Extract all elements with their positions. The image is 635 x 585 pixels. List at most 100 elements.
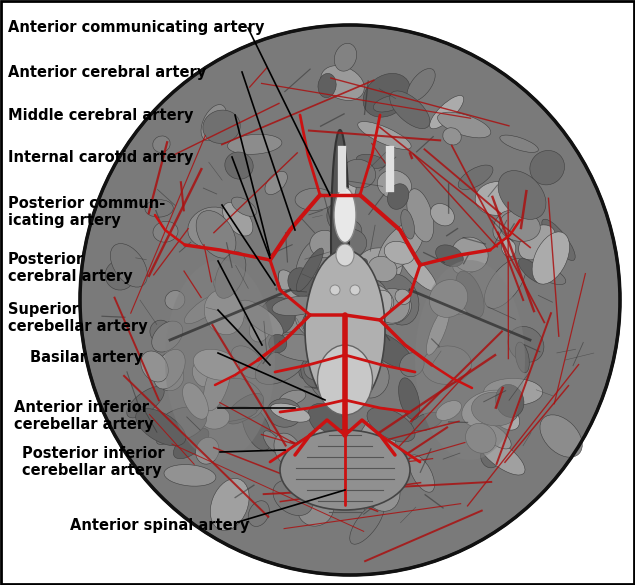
Ellipse shape <box>110 243 147 287</box>
Ellipse shape <box>201 407 230 429</box>
Ellipse shape <box>334 43 357 71</box>
Ellipse shape <box>430 95 464 129</box>
Ellipse shape <box>458 165 493 190</box>
Ellipse shape <box>346 299 377 332</box>
Ellipse shape <box>340 271 364 300</box>
Text: Posterior commun-
icating artery: Posterior commun- icating artery <box>8 196 165 228</box>
Ellipse shape <box>274 305 299 332</box>
Ellipse shape <box>411 412 443 431</box>
Ellipse shape <box>356 413 398 467</box>
Ellipse shape <box>274 433 302 467</box>
Ellipse shape <box>318 345 373 415</box>
Ellipse shape <box>377 274 419 325</box>
Ellipse shape <box>259 297 295 335</box>
Ellipse shape <box>375 288 410 323</box>
Ellipse shape <box>500 135 538 152</box>
Ellipse shape <box>203 110 240 143</box>
Ellipse shape <box>350 353 368 383</box>
Ellipse shape <box>327 204 353 234</box>
Ellipse shape <box>295 312 324 340</box>
Ellipse shape <box>273 480 312 515</box>
Ellipse shape <box>399 378 420 419</box>
Ellipse shape <box>361 492 378 511</box>
Ellipse shape <box>377 295 411 324</box>
Ellipse shape <box>399 353 424 377</box>
Ellipse shape <box>295 239 331 297</box>
Ellipse shape <box>136 408 186 446</box>
Ellipse shape <box>367 407 415 442</box>
Ellipse shape <box>337 336 359 359</box>
Ellipse shape <box>340 221 362 247</box>
Ellipse shape <box>449 294 476 314</box>
Ellipse shape <box>330 430 364 455</box>
Ellipse shape <box>502 239 516 257</box>
Ellipse shape <box>540 415 582 457</box>
Ellipse shape <box>231 346 264 378</box>
Ellipse shape <box>542 219 575 260</box>
Ellipse shape <box>217 378 264 419</box>
Ellipse shape <box>213 272 236 291</box>
Ellipse shape <box>422 346 471 384</box>
Text: Anterior cerebral artery: Anterior cerebral artery <box>8 65 206 80</box>
Text: Anterior communicating artery: Anterior communicating artery <box>8 20 264 35</box>
Ellipse shape <box>127 387 164 418</box>
Ellipse shape <box>196 438 219 464</box>
Ellipse shape <box>323 482 366 505</box>
Ellipse shape <box>156 407 207 442</box>
Ellipse shape <box>453 250 486 274</box>
Text: Anterior inferior
cerebellar artery: Anterior inferior cerebellar artery <box>14 400 154 432</box>
Ellipse shape <box>359 328 385 353</box>
Text: Posterior inferior
cerebellar artery: Posterior inferior cerebellar artery <box>22 446 164 479</box>
Ellipse shape <box>242 406 272 450</box>
Ellipse shape <box>301 357 331 389</box>
Ellipse shape <box>478 436 525 475</box>
Ellipse shape <box>269 335 287 353</box>
Ellipse shape <box>495 384 524 417</box>
Ellipse shape <box>105 260 135 290</box>
Ellipse shape <box>415 260 525 460</box>
Ellipse shape <box>451 237 488 272</box>
Ellipse shape <box>297 490 334 526</box>
Ellipse shape <box>288 268 314 297</box>
Ellipse shape <box>154 361 184 391</box>
Ellipse shape <box>342 159 376 188</box>
Ellipse shape <box>364 331 413 369</box>
Ellipse shape <box>188 207 235 247</box>
Ellipse shape <box>436 245 464 267</box>
Ellipse shape <box>314 428 342 480</box>
Ellipse shape <box>239 300 283 336</box>
Ellipse shape <box>398 250 437 291</box>
Ellipse shape <box>154 349 185 389</box>
Ellipse shape <box>304 359 325 380</box>
Ellipse shape <box>361 283 394 311</box>
Ellipse shape <box>530 150 565 185</box>
Ellipse shape <box>407 189 434 242</box>
Ellipse shape <box>223 202 253 236</box>
Ellipse shape <box>363 73 410 117</box>
Ellipse shape <box>321 66 364 101</box>
Ellipse shape <box>165 291 185 309</box>
Ellipse shape <box>350 285 360 295</box>
Ellipse shape <box>255 347 306 384</box>
Ellipse shape <box>314 334 338 359</box>
Ellipse shape <box>488 398 519 430</box>
Ellipse shape <box>297 248 323 291</box>
Ellipse shape <box>358 122 411 149</box>
Ellipse shape <box>324 299 370 346</box>
Ellipse shape <box>182 383 208 419</box>
Ellipse shape <box>377 170 411 199</box>
Text: Middle cerebral artery: Middle cerebral artery <box>8 108 194 123</box>
Ellipse shape <box>498 171 546 219</box>
Ellipse shape <box>362 466 400 511</box>
Ellipse shape <box>307 358 334 399</box>
Ellipse shape <box>508 326 544 362</box>
Ellipse shape <box>150 320 171 343</box>
Ellipse shape <box>152 321 183 352</box>
Ellipse shape <box>373 95 404 112</box>
Ellipse shape <box>213 302 232 321</box>
Ellipse shape <box>272 296 322 315</box>
Ellipse shape <box>462 390 517 428</box>
Ellipse shape <box>225 152 253 179</box>
Ellipse shape <box>456 271 484 318</box>
Ellipse shape <box>334 188 356 243</box>
